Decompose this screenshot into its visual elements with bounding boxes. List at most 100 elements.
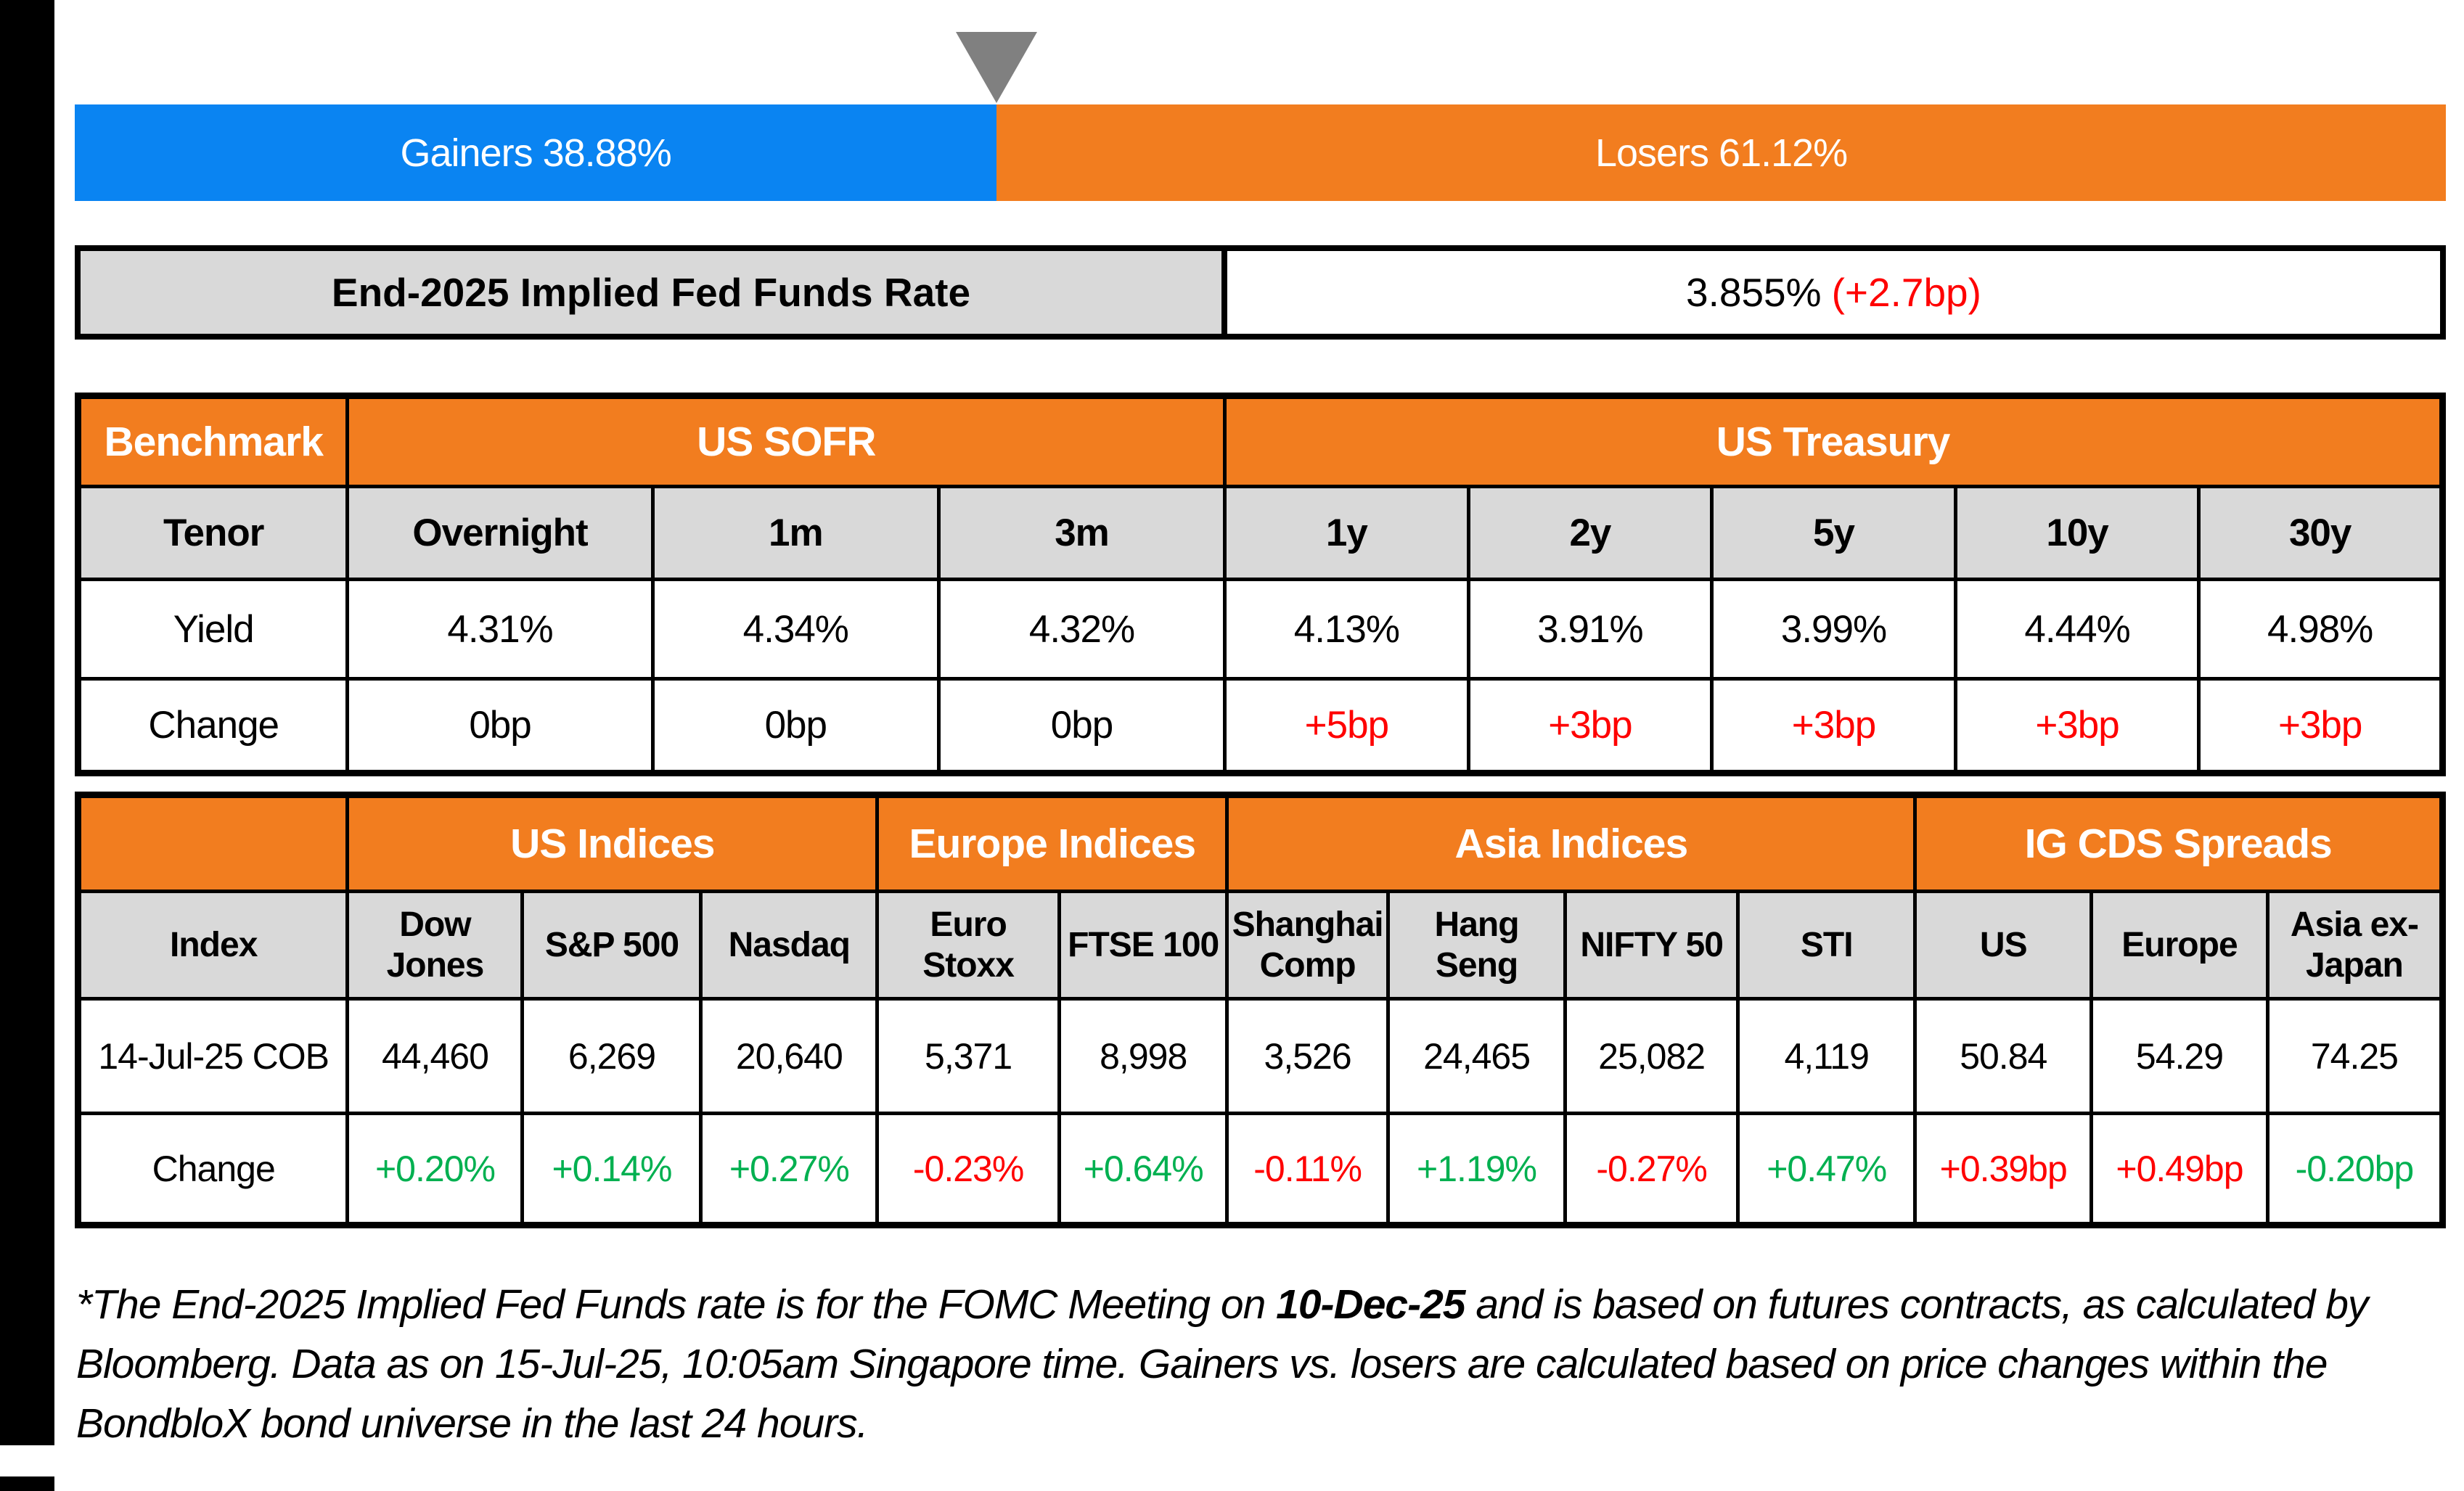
index-name-cell: Shanghai Comp	[1225, 890, 1390, 1001]
gainers-losers-bar: Gainers 38.88% Losers 61.12%	[75, 104, 2446, 201]
fed-funds-label: End-2025 Implied Fed Funds Rate	[81, 251, 1227, 334]
indices-header-row: US Indices Europe Indices Asia Indices I…	[75, 793, 2444, 893]
yield-cell: 4.98%	[2197, 578, 2444, 681]
index-change-cell: +0.47%	[1736, 1112, 1917, 1227]
section-asia-indices: Asia Indices	[1225, 793, 1917, 893]
footnote-text: and is based on futures contracts, as ca…	[1465, 1281, 2368, 1328]
tenor-cell: 1y	[1223, 485, 1470, 581]
change-cell: +3bp	[1710, 677, 1957, 775]
benchmark-corner: Benchmark	[75, 394, 350, 488]
index-name-cell: STI	[1736, 890, 1917, 1001]
index-change-cell: -0.23%	[875, 1112, 1062, 1227]
footnote-line-3: BondbloX bond universe in the last 24 ho…	[76, 1400, 868, 1447]
index-name-cell: FTSE 100	[1057, 890, 1229, 1001]
index-name-cell: Europe	[2090, 890, 2269, 1001]
left-edge-strip	[0, 0, 54, 1445]
gainers-label: Gainers 38.88%	[400, 131, 671, 175]
index-value-cell: 6,269	[520, 997, 703, 1115]
index-value-cell: 74.25	[2265, 997, 2445, 1115]
fed-funds-rate: 3.855%	[1686, 270, 1822, 315]
footnote-bold-date: 10-Dec-25	[1276, 1281, 1465, 1328]
index-name-cell: S&P 500	[520, 890, 703, 1001]
footnote-line-1: *The End-2025 Implied Fed Funds rate is …	[76, 1275, 2442, 1334]
fed-funds-change: (+2.7bp)	[1831, 270, 1981, 315]
yield-label: Yield	[75, 578, 350, 681]
tenor-cell: 30y	[2197, 485, 2444, 581]
tenor-cell: Overnight	[345, 485, 655, 581]
losers-label: Losers 61.12%	[1595, 131, 1848, 175]
infographic: Gainers 38.88% Losers 61.12% End-2025 Im…	[75, 0, 2446, 1491]
index-change-cell: -0.27%	[1563, 1112, 1740, 1227]
tenor-label: Tenor	[75, 485, 350, 581]
change-cell: +3bp	[1466, 677, 1714, 775]
index-value-cell: 50.84	[1913, 997, 2094, 1115]
index-change-cell: -0.20bp	[2265, 1112, 2445, 1227]
index-change-cell: +0.49bp	[2090, 1112, 2269, 1227]
fed-funds-row: End-2025 Implied Fed Funds Rate 3.855% (…	[75, 245, 2446, 340]
change-cell: 0bp	[345, 677, 655, 775]
indices-corner	[75, 793, 350, 893]
index-value-cell: 54.29	[2090, 997, 2269, 1115]
footnote: *The End-2025 Implied Fed Funds rate is …	[76, 1275, 2442, 1453]
index-value-cell: 4,119	[1736, 997, 1917, 1115]
index-name-cell: NIFTY 50	[1563, 890, 1740, 1001]
footnote-line-2: Bloomberg. Data as on 15-Jul-25, 10:05am…	[76, 1341, 2328, 1387]
indices-change-row: Change +0.20% +0.14% +0.27% -0.23% +0.64…	[75, 1112, 2445, 1227]
index-value-cell: 8,998	[1057, 997, 1229, 1115]
change-label: Change	[75, 1112, 350, 1227]
bottom-left-corner-block	[0, 1476, 54, 1491]
yield-cell: 4.31%	[345, 578, 655, 681]
benchmark-header-row: Benchmark US SOFR US Treasury	[75, 394, 2444, 488]
index-name-cell: Nasdaq	[699, 890, 880, 1001]
index-label: Index	[75, 890, 350, 1001]
date-label: 14-Jul-25 COB	[75, 997, 350, 1115]
yield-cell: 4.34%	[650, 578, 941, 681]
losers-bar: Losers 61.12%	[996, 104, 2446, 201]
tenor-cell: 1m	[650, 485, 941, 581]
change-cell: +5bp	[1223, 677, 1470, 775]
section-europe-indices: Europe Indices	[875, 793, 1229, 893]
index-name-cell: Euro Stoxx	[875, 890, 1062, 1001]
index-change-cell: +0.39bp	[1913, 1112, 2094, 1227]
yield-cell: 4.32%	[936, 578, 1227, 681]
footnote-text: *The End-2025 Implied Fed Funds rate is …	[76, 1281, 1277, 1328]
section-us-indices: US Indices	[345, 793, 880, 893]
fed-funds-value: 3.855% (+2.7bp)	[1227, 251, 2440, 334]
index-change-cell: -0.11%	[1225, 1112, 1390, 1227]
change-cell: 0bp	[936, 677, 1227, 775]
index-change-cell: +0.64%	[1057, 1112, 1229, 1227]
index-value-cell: 20,640	[699, 997, 880, 1115]
index-value-cell: 3,526	[1225, 997, 1390, 1115]
index-change-cell: +0.20%	[345, 1112, 525, 1227]
tenor-cell: 2y	[1466, 485, 1714, 581]
index-value-cell: 5,371	[875, 997, 1062, 1115]
gainers-bar: Gainers 38.88%	[75, 104, 997, 201]
index-value-cell: 44,460	[345, 997, 525, 1115]
change-cell: 0bp	[650, 677, 941, 775]
index-value-cell: 24,465	[1386, 997, 1568, 1115]
indices-table: US Indices Europe Indices Asia Indices I…	[75, 792, 2446, 1228]
index-value-cell: 25,082	[1563, 997, 1740, 1115]
index-change-cell: +1.19%	[1386, 1112, 1568, 1227]
section-us-sofr: US SOFR	[345, 394, 1227, 488]
index-change-cell: +0.27%	[699, 1112, 880, 1227]
section-ig-cds-spreads: IG CDS Spreads	[1913, 793, 2444, 893]
tenor-cell: 5y	[1710, 485, 1957, 581]
tenor-row: Tenor Overnight 1m 3m 1y 2y 5y 10y 30y	[75, 485, 2444, 581]
index-name-cell: US	[1913, 890, 2094, 1001]
index-change-cell: +0.14%	[520, 1112, 703, 1227]
change-cell: +3bp	[1953, 677, 2201, 775]
benchmark-table: Benchmark US SOFR US Treasury Tenor Over…	[75, 393, 2446, 776]
yield-cell: 3.99%	[1710, 578, 1957, 681]
section-us-treasury: US Treasury	[1223, 394, 2444, 488]
tenor-cell: 10y	[1953, 485, 2201, 581]
benchmark-change-row: Change 0bp 0bp 0bp +5bp +3bp +3bp +3bp +…	[75, 677, 2444, 775]
yield-cell: 4.13%	[1223, 578, 1470, 681]
tenor-cell: 3m	[936, 485, 1227, 581]
index-value-row: 14-Jul-25 COB 44,460 6,269 20,640 5,371 …	[75, 997, 2445, 1115]
change-label: Change	[75, 677, 350, 775]
change-cell: +3bp	[2197, 677, 2444, 775]
index-name-cell: Asia ex-Japan	[2265, 890, 2445, 1001]
index-name-row: Index Dow Jones S&P 500 Nasdaq Euro Stox…	[75, 890, 2445, 1001]
marker-triangle	[956, 32, 1038, 103]
